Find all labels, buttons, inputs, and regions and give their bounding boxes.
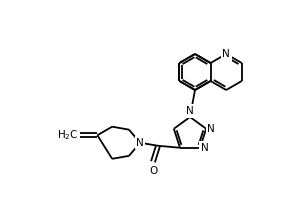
Text: H$_2$C: H$_2$C bbox=[57, 128, 78, 142]
Text: N: N bbox=[222, 49, 230, 59]
Text: O: O bbox=[149, 166, 157, 176]
Text: N: N bbox=[186, 106, 194, 116]
Text: N: N bbox=[207, 124, 215, 134]
Text: N: N bbox=[136, 138, 144, 148]
Text: N: N bbox=[201, 143, 209, 153]
